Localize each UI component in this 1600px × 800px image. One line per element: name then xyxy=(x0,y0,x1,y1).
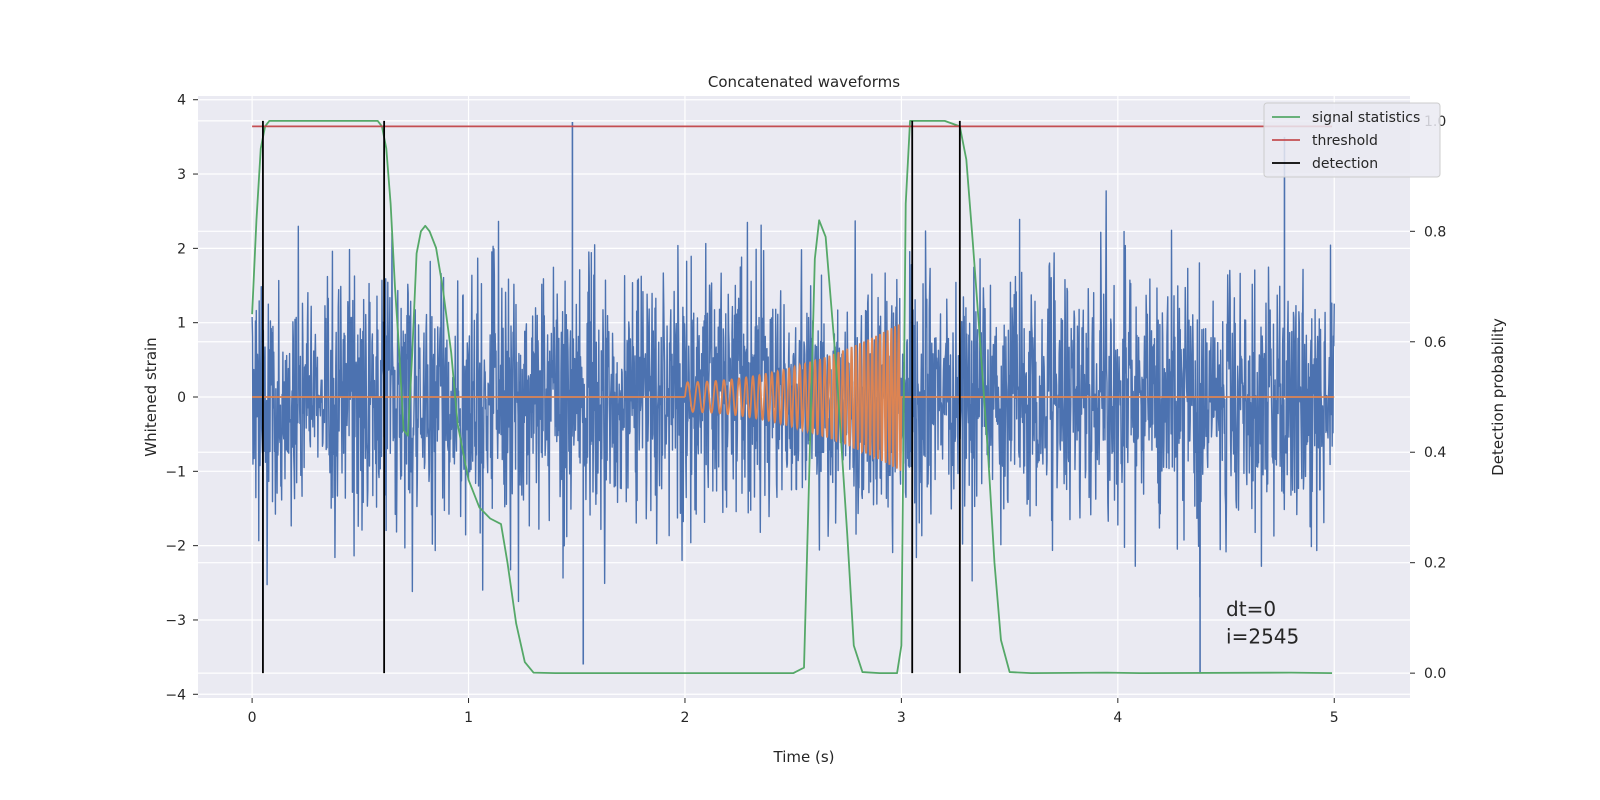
annotation-dt: dt=0 xyxy=(1226,597,1276,621)
right-y-tick-label: 0.2 xyxy=(1424,556,1446,572)
x-tick-label: 1 xyxy=(464,710,473,726)
waveform-series xyxy=(252,324,1335,471)
x-tick-label: 0 xyxy=(248,710,257,726)
x-tick-label: 3 xyxy=(897,710,906,726)
right-y-tick-label: 0.4 xyxy=(1424,445,1446,461)
chart-title: Concatenated waveforms xyxy=(708,73,900,91)
x-tick-label: 5 xyxy=(1330,710,1339,726)
left-y-tick-label: −2 xyxy=(165,539,186,555)
waveform-line xyxy=(252,324,1335,471)
left-y-tick-label: −3 xyxy=(165,613,186,629)
legend-entry-threshold: threshold xyxy=(1312,133,1378,149)
right-y-tick-label: 0.8 xyxy=(1424,224,1446,240)
legend-entry-signal-statistics: signal statistics xyxy=(1312,110,1420,126)
legend: signal statistics threshold detection xyxy=(1263,102,1441,178)
detection-series xyxy=(251,119,1333,675)
legend-box xyxy=(1263,102,1441,178)
right-y-axis-label: Detection probability xyxy=(1489,318,1507,476)
left-y-tick-label: 0 xyxy=(177,390,186,406)
left-y-tick-label: 3 xyxy=(177,167,186,183)
left-y-tick-label: 4 xyxy=(177,93,186,109)
left-y-tick-label: 2 xyxy=(177,241,186,257)
left-y-tick-label: 1 xyxy=(177,316,186,332)
right-y-tick-label: 0.0 xyxy=(1424,666,1446,682)
x-tick-label: 4 xyxy=(1113,710,1122,726)
right-y-tick-label: 0.6 xyxy=(1424,335,1446,351)
legend-entry-detection: detection xyxy=(1312,156,1378,172)
left-y-tick-label: −4 xyxy=(165,687,186,703)
strain-line xyxy=(251,190,1335,603)
annotation-index: i=2545 xyxy=(1226,625,1299,649)
x-tick-label: 2 xyxy=(681,710,690,726)
signal-statistics-line xyxy=(251,119,1333,675)
x-axis-label: Time (s) xyxy=(773,748,835,766)
left-y-tick-label: −1 xyxy=(165,464,186,480)
left-y-axis-label: Whitened strain xyxy=(142,337,160,456)
